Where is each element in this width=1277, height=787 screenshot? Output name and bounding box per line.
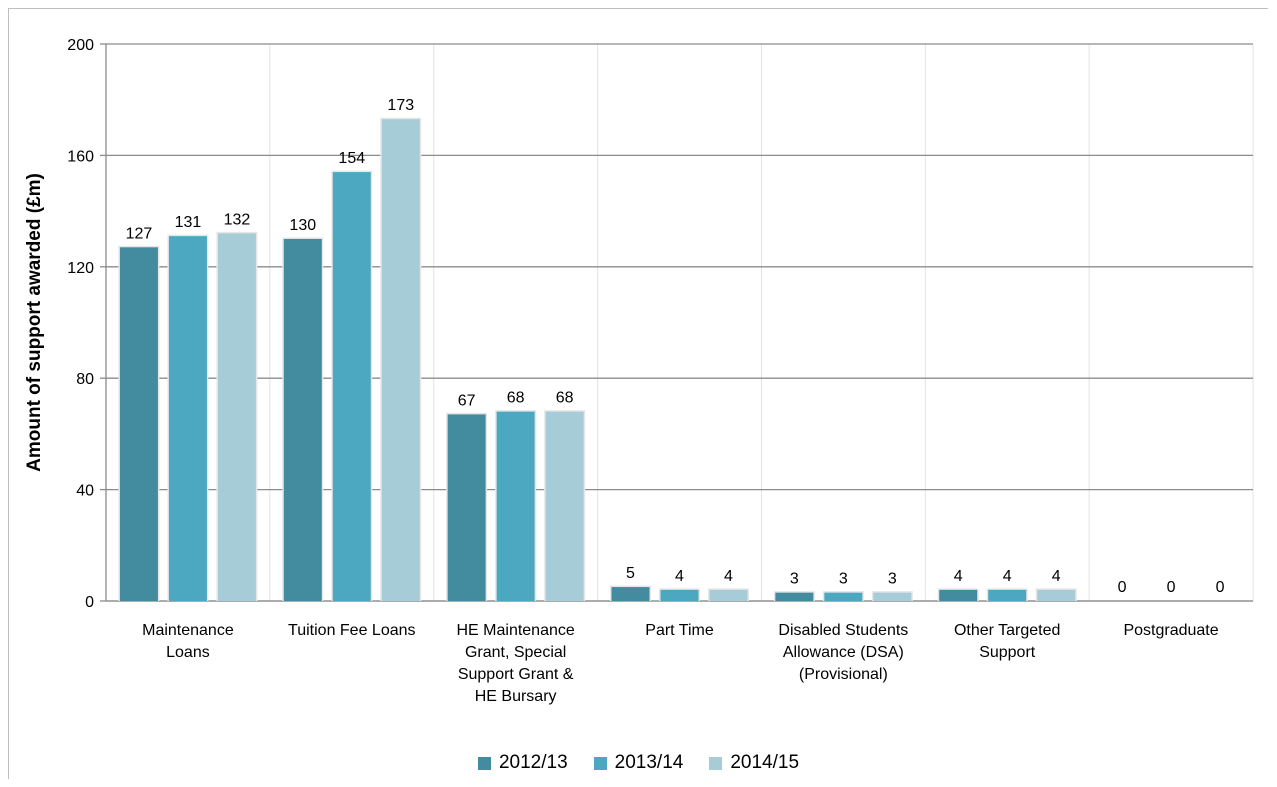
data-label: 0 [1216, 579, 1225, 596]
data-label: 68 [556, 390, 574, 407]
bar-2014-15-0 [217, 233, 256, 601]
x-tick-label: Disabled Students Allowance (DSA) (Provisi… [778, 622, 908, 683]
data-label: 3 [790, 571, 799, 588]
data-label: 4 [1052, 568, 1061, 585]
data-label: 154 [338, 150, 365, 167]
legend-item-2014-15: 2014/15 [709, 752, 799, 774]
y-tick-label: 0 [85, 594, 94, 611]
x-tick-label: Other Targeted Support [954, 622, 1060, 661]
bar-2012-13-2 [447, 414, 486, 601]
legend-item-2012-13: 2012/13 [477, 752, 568, 774]
legend-label-2012-13: 2012/13 [498, 752, 568, 773]
y-tick-label: 160 [67, 148, 94, 165]
y-axis-title: Amount of support awarded (£m) [24, 173, 45, 472]
bar-2013-14-5 [988, 589, 1027, 601]
y-tick-label: 200 [67, 37, 94, 54]
data-label: 173 [387, 97, 414, 114]
y-tick-label: 80 [76, 371, 94, 388]
bar-2013-14-0 [168, 236, 207, 602]
data-label: 132 [224, 211, 251, 228]
data-label: 3 [888, 571, 897, 588]
data-label: 0 [1118, 579, 1127, 596]
data-label: 130 [289, 217, 316, 234]
data-label: 67 [458, 392, 476, 409]
legend: 2012/13 2013/14 2014/15 [0, 752, 1277, 774]
x-tick-label: Maintenance Loans [142, 622, 234, 661]
bar-2014-15-1 [381, 119, 420, 601]
legend-swatch-2013-14 [593, 756, 607, 770]
bar-2012-13-5 [939, 589, 978, 601]
bar-2013-14-1 [332, 172, 371, 602]
data-label: 4 [1003, 568, 1012, 585]
data-label: 131 [175, 214, 202, 231]
data-label: 127 [126, 225, 153, 242]
x-tick-label: HE Maintenance Grant, Special Support Gran… [456, 622, 574, 705]
data-label: 4 [724, 568, 733, 585]
bar-2012-13-4 [775, 592, 814, 601]
data-label: 4 [675, 568, 684, 585]
y-tick-label: 40 [76, 483, 94, 500]
legend-item-2013-14: 2013/14 [593, 752, 684, 774]
bar-2014-15-4 [873, 592, 912, 601]
x-tick-label: Part Time [645, 622, 714, 639]
bar-2012-13-1 [283, 238, 322, 601]
chart-frame [8, 8, 1268, 779]
bar-2014-15-3 [709, 589, 748, 601]
x-tick-label: Tuition Fee Loans [288, 622, 415, 639]
bar-2013-14-2 [496, 411, 535, 601]
legend-label-2013-14: 2013/14 [614, 752, 684, 773]
x-tick-label: Postgraduate [1123, 622, 1218, 639]
bar-2012-13-0 [119, 247, 158, 601]
bar-2014-15-2 [545, 411, 584, 601]
legend-swatch-2014-15 [709, 756, 723, 770]
data-label: 4 [954, 568, 963, 585]
data-label: 5 [626, 565, 635, 582]
data-label: 0 [1167, 579, 1176, 596]
data-label: 3 [839, 571, 848, 588]
legend-swatch-2012-13 [477, 756, 491, 770]
bar-2013-14-3 [660, 589, 699, 601]
legend-label-2014-15: 2014/15 [730, 752, 800, 773]
bar-2014-15-5 [1037, 589, 1076, 601]
bar-2012-13-3 [611, 587, 650, 601]
data-label: 68 [507, 390, 525, 407]
bar-2013-14-4 [824, 592, 863, 601]
y-tick-label: 120 [67, 260, 94, 277]
